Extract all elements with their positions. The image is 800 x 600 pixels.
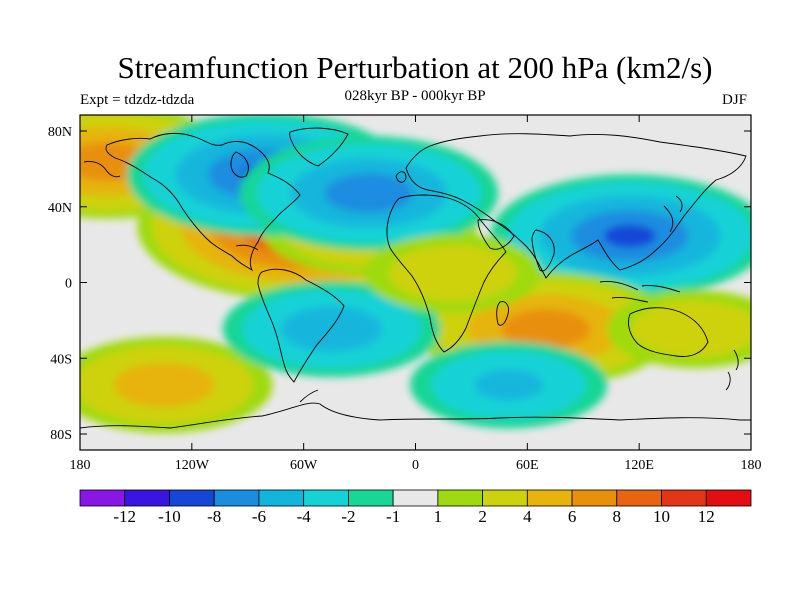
colorbar-label: -6: [252, 507, 266, 526]
y-tick-label: 40N: [48, 201, 72, 216]
x-tick-label: 180: [70, 458, 91, 473]
colorbar-swatch: [169, 489, 215, 507]
season-label: DJF: [722, 92, 748, 108]
coast-japan: [663, 195, 683, 233]
colorbar-label: -2: [341, 507, 355, 526]
colorbar-label: -4: [297, 507, 312, 526]
contour-level: [300, 315, 363, 343]
coast-madagascar: [496, 301, 509, 326]
coast-british-isles: [395, 171, 407, 183]
chart-title: Streamfunction Perturbation at 200 hPa (…: [117, 50, 713, 85]
x-tick-label: 120W: [175, 458, 210, 473]
x-tick-label: 60E: [516, 458, 539, 473]
x-tick-label: 120E: [624, 458, 654, 473]
colorbar-label: 12: [698, 507, 715, 526]
colorbar-swatch: [347, 489, 394, 507]
colorbar-label: 1: [434, 507, 443, 526]
coast-new-zealand: [725, 349, 739, 391]
contour-level: [80, 149, 136, 174]
coast-alaska: [83, 161, 121, 178]
colorbar: -12 -10 -8 -6 -4 -2 -1 1 2 4 6 8 10 12: [79, 489, 752, 526]
period-label: 028kyr BP - 000kyr BP: [344, 88, 486, 104]
coast-arabia: [477, 219, 515, 250]
colorbar-swatch: [616, 489, 662, 507]
colorbar-label: 10: [653, 507, 670, 526]
contour-level: [413, 255, 493, 291]
colorbar-swatch: [661, 489, 707, 507]
colorbar-label: -8: [207, 507, 221, 526]
x-tick-label: 0: [412, 458, 419, 473]
anomaly-center: [80, 336, 273, 433]
coast-antarctica: [80, 402, 751, 429]
contour-level: [341, 181, 397, 206]
contour-level: [603, 224, 656, 248]
colorbar-swatch: [437, 489, 483, 507]
contour-level: [518, 317, 574, 342]
y-tick-label: 80S: [50, 428, 72, 443]
anomaly-center: [410, 341, 608, 429]
anomaly-center: [239, 136, 499, 251]
colorbar-label: 4: [523, 507, 532, 526]
y-tick-label: 80N: [48, 125, 72, 140]
coast-south-america: [257, 268, 345, 383]
axis-ticks: 180 120W 60W 0 60E 120E 180 80N 40N 0 40S 80S: [48, 115, 762, 473]
colorbar-swatch: [571, 489, 618, 507]
coast-hudson-bay: [230, 151, 249, 178]
coast-caribbean: [235, 244, 259, 251]
coastlines: [80, 127, 751, 429]
x-tick-label: 60W: [290, 458, 318, 473]
colorbar-label: -12: [113, 507, 136, 526]
coast-antarctic-peninsula: [299, 389, 319, 403]
colorbar-swatch: [392, 489, 439, 507]
anomaly-center: [222, 281, 441, 378]
map-area: [80, 115, 751, 450]
colorbar-label: 8: [613, 507, 622, 526]
x-tick-label: 180: [741, 458, 762, 473]
colorbar-swatch: [213, 489, 260, 507]
anomaly-center: [606, 290, 751, 369]
coast-indonesia: [599, 281, 681, 303]
coast-greenland: [289, 127, 349, 167]
coast-africa: [386, 194, 507, 353]
coast-north-america: [105, 132, 301, 272]
colorbar-label: 6: [568, 507, 577, 526]
colorbar-label: -10: [158, 507, 181, 526]
colorbar-swatch: [705, 489, 752, 507]
anomaly-center: [364, 234, 542, 313]
y-tick-label: 0: [65, 277, 72, 292]
contour-level: [655, 311, 735, 347]
contour-level: [132, 371, 195, 399]
experiment-label: Expt = tdzdz-tdzda: [80, 92, 195, 108]
colorbar-swatch: [482, 489, 528, 507]
colorbar-swatch: [526, 489, 573, 507]
colorbar-label: -1: [386, 507, 400, 526]
colorbar-swatch: [124, 489, 170, 507]
colorbar-swatch: [79, 489, 126, 507]
coast-india: [531, 229, 555, 272]
y-tick-label: 40S: [50, 352, 72, 367]
coast-australia: [627, 307, 709, 357]
colorbar-swatch: [303, 489, 349, 507]
colorbar-swatch: [258, 489, 305, 507]
colorbar-label: 2: [478, 507, 487, 526]
contour-level: [474, 369, 543, 400]
